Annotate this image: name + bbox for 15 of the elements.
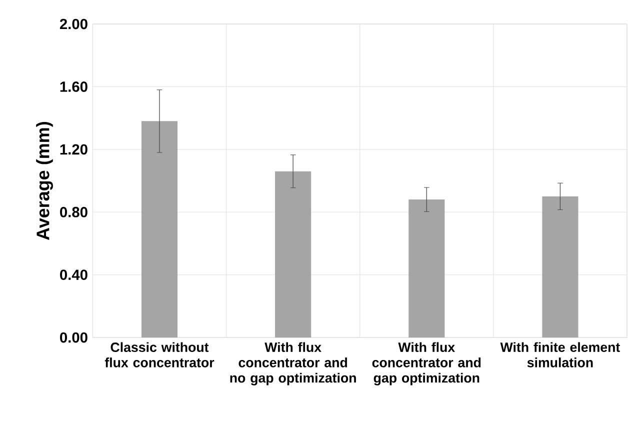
- y-tick-label: 0.80: [60, 206, 88, 218]
- x-tick-label: Classic without flux concentrator: [104, 342, 214, 368]
- x-tick-label: With flux concentrator and gap optimization: [372, 342, 481, 386]
- y-axis-title: Average (mm): [36, 122, 53, 240]
- bar: [408, 200, 445, 338]
- y-tick-label: 1.20: [60, 144, 88, 155]
- y-tick-label: 0.40: [60, 270, 88, 280]
- x-tick-label: With finite element simulation: [500, 342, 620, 368]
- bar: [542, 196, 578, 338]
- bar: [275, 171, 312, 338]
- y-tick-label: 1.60: [60, 82, 88, 92]
- x-tick-label: With flux concentrator and no gap optimization: [230, 342, 356, 386]
- y-tick-label: 2.00: [60, 18, 88, 30]
- y-tick-label: 0.00: [60, 332, 88, 343]
- bar: [141, 121, 178, 338]
